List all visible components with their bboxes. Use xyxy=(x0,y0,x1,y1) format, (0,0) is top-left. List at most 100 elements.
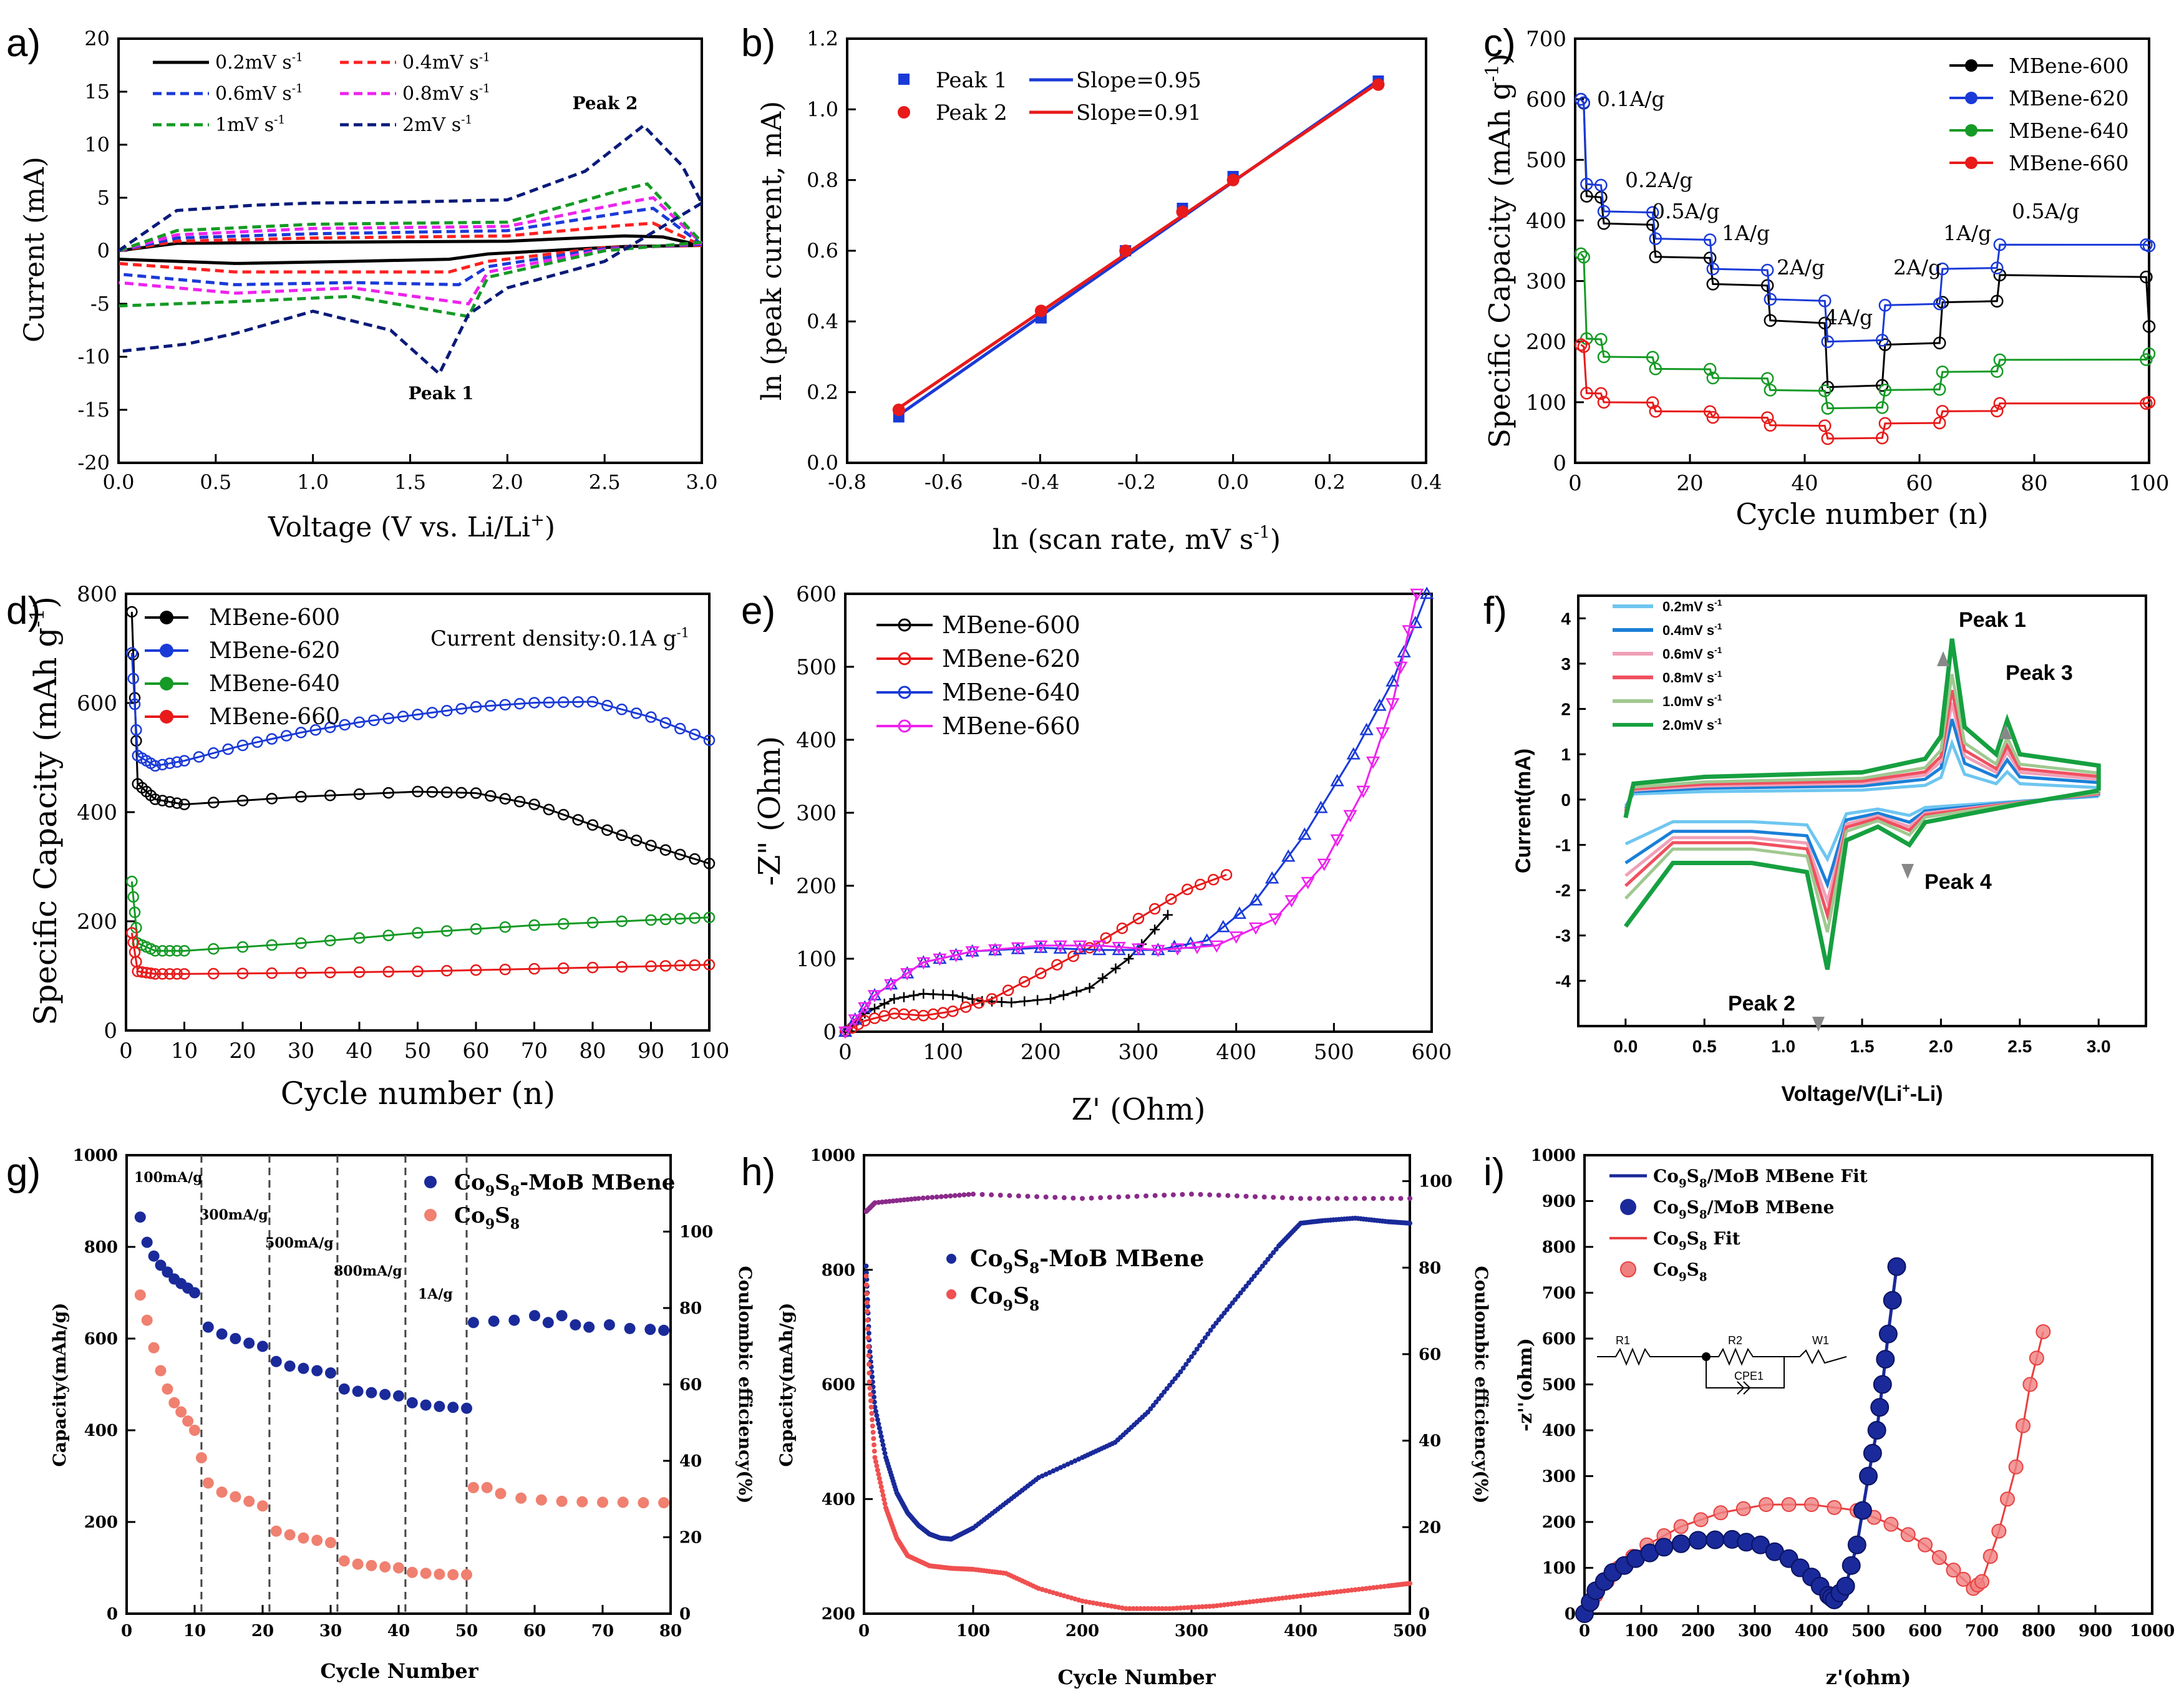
data-point xyxy=(989,1192,994,1198)
data-point xyxy=(886,1198,892,1204)
data-point xyxy=(1251,1599,1256,1604)
data-point xyxy=(1219,1314,1225,1319)
data-point xyxy=(586,916,599,929)
legend-label: MBene-620 xyxy=(942,645,1080,672)
x-tick-label: 100 xyxy=(923,1040,963,1065)
legend-label: 0.8mV s-1 xyxy=(402,82,490,105)
legend-marker xyxy=(424,1209,437,1221)
data-point xyxy=(1764,384,1777,397)
data-point xyxy=(1053,940,1067,953)
data-point xyxy=(872,1404,878,1410)
y-tick-label: 500 xyxy=(796,655,837,680)
data-point xyxy=(1152,1193,1158,1198)
data-point xyxy=(1016,1193,1021,1199)
data-point xyxy=(295,727,307,739)
equivalent-circuit-diagram: R1 R2 W1 CPE1 xyxy=(1597,1334,1847,1395)
data-point xyxy=(1594,332,1608,346)
x-axis-label: Cycle Number xyxy=(1057,1665,1216,1689)
data-point xyxy=(1174,1606,1180,1611)
peak-arrow-icon xyxy=(1901,864,1914,879)
data-point xyxy=(1352,1587,1358,1592)
data-point xyxy=(1359,722,1374,735)
circuit-label: W1 xyxy=(1812,1334,1829,1347)
data-point xyxy=(149,968,161,980)
data-point xyxy=(134,1289,146,1301)
data-point xyxy=(659,844,672,856)
data-point xyxy=(420,1399,432,1411)
data-point xyxy=(441,925,453,937)
legend-label: MBene-660 xyxy=(209,704,340,730)
rate-label: 100mA/g xyxy=(134,1170,203,1186)
data-point xyxy=(353,932,366,944)
data-point xyxy=(889,994,900,1004)
data-point xyxy=(868,1398,873,1403)
legend-marker xyxy=(1965,124,1978,137)
data-point xyxy=(865,1309,870,1314)
data-point xyxy=(1760,279,1774,293)
data-point xyxy=(865,1335,871,1340)
y-tick-label: 2 xyxy=(1561,700,1571,719)
rate-label: 0.5A/g xyxy=(1652,199,1720,223)
y2-tick-label: 40 xyxy=(1419,1432,1441,1451)
data-point xyxy=(1847,1535,1866,1554)
data-point xyxy=(1330,773,1344,787)
data-point xyxy=(1287,1594,1293,1600)
data-point xyxy=(901,1197,907,1203)
data-point xyxy=(1320,1591,1325,1596)
label-base: Specific Capacity (mAh g xyxy=(1483,82,1517,448)
label-sup: -1 xyxy=(26,608,49,627)
data-point xyxy=(1172,1376,1178,1382)
data-point xyxy=(412,785,424,798)
y-tick-label: 0.6 xyxy=(807,239,838,263)
data-point xyxy=(1283,1595,1289,1601)
data-point xyxy=(959,1001,972,1013)
x-tick-label: 700 xyxy=(1965,1622,1999,1640)
data-point xyxy=(1933,336,1946,350)
legend-label: 2mV s-1 xyxy=(402,114,472,136)
data-point xyxy=(908,1196,914,1202)
data-point xyxy=(280,730,293,742)
data-point xyxy=(1842,1556,1861,1575)
legend-label: 0.6mV s-1 xyxy=(215,82,303,105)
label-sub: 9 xyxy=(1003,1297,1013,1314)
data-point xyxy=(1760,411,1774,424)
data-point xyxy=(236,967,249,979)
data-point xyxy=(1251,1273,1257,1279)
y-tick-label: 700 xyxy=(1526,27,1566,52)
data-point xyxy=(1298,1593,1303,1599)
data-point xyxy=(441,705,453,717)
panel-d: d) 0 10 20 30 40 50 60 70 80 90 100 0 200 400 600 800 MBe… xyxy=(6,582,729,1112)
data-point xyxy=(1352,1196,1358,1201)
data-point xyxy=(1577,340,1591,353)
x-tick-label: 200 xyxy=(1065,1622,1099,1640)
y-tick-label: 200 xyxy=(1526,330,1566,355)
y-tick-label: 800 xyxy=(84,1238,118,1257)
data-point xyxy=(1124,954,1134,964)
panel-c: c) 0 20 40 60 80 100 0 100 200 300 400 500 600 700 MBen… xyxy=(1482,22,2170,531)
legend-marker xyxy=(1965,92,1978,104)
data-point xyxy=(928,989,938,999)
data-point xyxy=(1956,1571,1971,1587)
x-axis-label: Cycle number (n) xyxy=(1735,497,1988,531)
data-point xyxy=(1859,1466,1878,1486)
data-point xyxy=(870,1430,876,1435)
data-point xyxy=(1706,278,1720,291)
cv-curve-08mVs1 xyxy=(1624,689,2100,813)
data-point xyxy=(1407,1581,1412,1586)
data-point xyxy=(1006,997,1017,1008)
rate-label: 4A/g xyxy=(1825,305,1873,329)
label-sub: 9 xyxy=(1679,1208,1687,1221)
data-point xyxy=(1072,942,1087,955)
data-point xyxy=(127,649,139,661)
data-point xyxy=(145,967,157,979)
data-point xyxy=(499,699,511,711)
data-point xyxy=(1298,827,1312,840)
annotation-peak1: Peak 1 xyxy=(409,383,474,404)
data-point xyxy=(397,710,409,722)
data-point xyxy=(1317,858,1331,871)
data-point xyxy=(1933,383,1946,396)
data-point xyxy=(513,795,526,808)
data-point xyxy=(866,1370,872,1376)
label-base: Co xyxy=(1653,1166,1679,1186)
data-point xyxy=(952,1193,958,1198)
